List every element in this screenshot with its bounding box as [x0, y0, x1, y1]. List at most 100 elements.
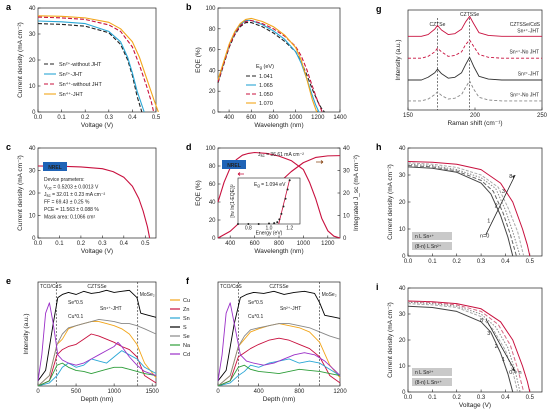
nrel-badge-label: NREL — [227, 163, 241, 169]
x-axis-label: Voltage (V) — [81, 248, 113, 255]
series-line — [37, 15, 159, 113]
arrowhead-icon — [512, 175, 516, 179]
inset-point — [286, 188, 289, 191]
arrow-label: 3 — [502, 189, 505, 195]
y-tick-label: 60 — [209, 48, 216, 54]
x-tick-label: 1200 — [321, 241, 335, 247]
legend-entry: Sn — [183, 316, 190, 322]
trend-arrow — [485, 319, 516, 372]
x-tick-label: 0 — [216, 389, 220, 395]
y-tick-label: 0 — [32, 236, 36, 242]
inset-point — [280, 212, 283, 215]
legend-entry: Se — [183, 334, 190, 340]
legend-title: Eg (eV) — [256, 64, 274, 70]
series-line — [37, 333, 157, 387]
y2-tick-label: 10 — [343, 214, 350, 220]
arrow-label: 2 — [495, 344, 498, 350]
x-tick-label: 0.2 — [453, 395, 462, 401]
inset-x-tick-label: 1.2 — [286, 226, 293, 232]
x-tick-label: 0.0 — [404, 259, 413, 265]
panel-letter: i — [376, 282, 379, 292]
annotation: Device prameters: — [44, 177, 85, 183]
x-tick-label: 600 — [250, 241, 261, 247]
legend-entry: n L Sn²⁺ — [415, 370, 434, 376]
x-tick-label: 0.3 — [477, 395, 486, 401]
x-axis-label: Depth (nm) — [81, 396, 114, 403]
x-tick-label: 200 — [470, 113, 481, 119]
legend-entry: Zn — [183, 307, 189, 313]
inset-frame — [237, 177, 301, 225]
x-tick-label: 0.1 — [55, 241, 64, 247]
nrel-badge — [222, 160, 246, 169]
y-tick-label: 80 — [209, 27, 216, 33]
y-tick-label: 40 — [29, 146, 36, 152]
panel-letter: f — [186, 276, 190, 286]
y-tick-label: 30 — [399, 173, 406, 179]
series-line — [37, 20, 145, 113]
trend-arrow — [485, 174, 516, 235]
nrel-badge-label: NREL — [48, 165, 62, 171]
x-tick-label: 1000 — [107, 389, 121, 395]
plot-frame — [217, 281, 341, 387]
x-tick-label: 400 — [224, 115, 235, 121]
x-tick-label: 0.1 — [428, 395, 437, 401]
x-tick-label: 0.5 — [526, 395, 535, 401]
series-line — [407, 166, 514, 257]
series-line — [37, 289, 157, 382]
x-tick-label: 0.0 — [34, 241, 43, 247]
series-line — [37, 321, 157, 387]
series-label: Sn⁴⁺-JHT — [517, 29, 539, 35]
x-tick-label: 150 — [403, 113, 414, 119]
region-label: CZTSSe — [87, 284, 106, 290]
y-tick-label: 0 — [402, 254, 406, 260]
y-axis-label: Current density (mA cm⁻²) — [387, 302, 394, 378]
inset-point — [276, 221, 279, 224]
series-line — [37, 362, 157, 387]
panel-c: c 0.0 0.1 0.2 0.3 0.4 0.5 Voltage (V) 0 10 20 30 40 C… — [6, 142, 157, 255]
series-line — [408, 15, 542, 37]
y2-tick-label: 30 — [343, 169, 350, 175]
x-tick-label: 800 — [294, 389, 305, 395]
legend-entry: Na — [183, 343, 191, 349]
x-tick-label: 0.0 — [404, 395, 413, 401]
y-tick-label: 100 — [205, 146, 216, 152]
y-tick-label: 100 — [205, 6, 216, 12]
x-tick-label: 1000 — [297, 241, 311, 247]
plot-frame — [37, 281, 157, 387]
series-line — [37, 23, 143, 113]
panel-e: e 0 500 1000 1500 Depth (nm) Intensity (a.u.) T… — [6, 276, 191, 403]
y-tick-label: 10 — [399, 227, 406, 233]
y2-tick-label: 0 — [343, 236, 347, 242]
y-tick-label: 10 — [399, 364, 406, 370]
legend-entry: Sn⁴⁺-JHT — [59, 91, 84, 98]
x-tick-label: 0.3 — [477, 259, 486, 265]
series-label: Sn⁴⁺-No JHT — [509, 50, 539, 56]
arrow-label: 3 — [487, 331, 490, 337]
legend-entry: 1.041 — [259, 74, 273, 80]
arrow-label: 1 — [502, 357, 505, 363]
series-line — [407, 301, 521, 393]
series-line — [217, 17, 318, 113]
inset-fit-line — [278, 179, 291, 225]
legend-entry: (8-n) L Sn⁴⁺ — [415, 380, 442, 386]
x-tick-label: 0.4 — [501, 395, 510, 401]
panel-b: b 400 600 800 1000 1200 1400 Wavelength (nm) 0 20… — [186, 2, 347, 129]
x-tick-label: 0.5 — [141, 241, 150, 247]
region-label: TCO/CdS — [40, 284, 62, 290]
arrow-label: n=0 — [480, 233, 489, 239]
inset-x-tick-label: 1.0 — [266, 226, 273, 232]
x-tick-label: 0.2 — [453, 259, 462, 265]
x-tick-label: 250 — [537, 113, 548, 119]
plot-frame — [407, 287, 543, 393]
y-tick-label: 30 — [399, 312, 406, 318]
series-line — [217, 19, 323, 113]
arrow-label: 0 = n — [509, 370, 521, 376]
panel-letter: e — [6, 276, 11, 286]
x-tick-label: 1200 — [333, 389, 347, 395]
series-line — [407, 162, 525, 257]
x-tick-label: 800 — [274, 241, 285, 247]
x-axis-label: Voltage (V) — [459, 402, 491, 409]
se-scale-label: Se*0.5 — [68, 300, 83, 306]
right-arrow-icon — [316, 160, 324, 164]
